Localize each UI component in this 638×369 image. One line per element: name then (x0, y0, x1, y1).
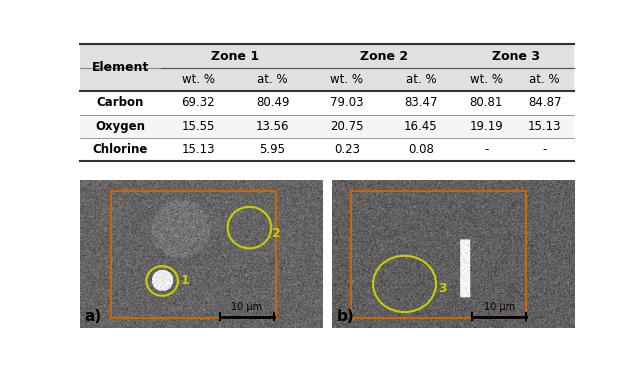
Text: 2: 2 (272, 227, 281, 240)
Text: 80.49: 80.49 (256, 96, 290, 109)
Text: a): a) (85, 309, 102, 324)
Text: at. %: at. % (406, 73, 436, 86)
Text: wt. %: wt. % (330, 73, 363, 86)
Text: 15.13: 15.13 (528, 120, 561, 133)
Text: 15.13: 15.13 (182, 143, 215, 156)
Text: wt. %: wt. % (182, 73, 215, 86)
Text: 1: 1 (181, 275, 189, 287)
Text: -: - (484, 143, 489, 156)
Text: at. %: at. % (529, 73, 560, 86)
Text: 3: 3 (438, 282, 447, 295)
Text: 84.87: 84.87 (528, 96, 561, 109)
Text: Carbon: Carbon (97, 96, 144, 109)
Bar (351, 190, 526, 318)
Text: wt. %: wt. % (470, 73, 503, 86)
Text: 20.75: 20.75 (330, 120, 364, 133)
Text: Zone 2: Zone 2 (360, 49, 408, 62)
Text: Zone 3: Zone 3 (492, 49, 540, 62)
Bar (111, 190, 276, 318)
Text: 69.32: 69.32 (182, 96, 215, 109)
Text: 10 μm: 10 μm (484, 302, 515, 312)
Text: 79.03: 79.03 (330, 96, 364, 109)
Text: 16.45: 16.45 (404, 120, 438, 133)
Text: b): b) (337, 309, 355, 324)
Text: 13.56: 13.56 (256, 120, 290, 133)
Text: 0.08: 0.08 (408, 143, 434, 156)
Text: 0.23: 0.23 (334, 143, 360, 156)
Text: 5.95: 5.95 (260, 143, 286, 156)
Text: at. %: at. % (257, 73, 288, 86)
Text: Zone 1: Zone 1 (211, 49, 260, 62)
Text: Oxygen: Oxygen (96, 120, 145, 133)
Text: Element: Element (92, 61, 149, 74)
FancyBboxPatch shape (80, 44, 574, 91)
Text: 19.19: 19.19 (470, 120, 503, 133)
Text: 10 μm: 10 μm (232, 302, 263, 312)
Text: -: - (542, 143, 547, 156)
Text: 83.47: 83.47 (404, 96, 438, 109)
Text: 80.81: 80.81 (470, 96, 503, 109)
FancyBboxPatch shape (80, 91, 574, 115)
FancyBboxPatch shape (80, 138, 574, 162)
Text: Chlorine: Chlorine (93, 143, 148, 156)
Text: 15.55: 15.55 (182, 120, 215, 133)
FancyBboxPatch shape (80, 115, 574, 138)
